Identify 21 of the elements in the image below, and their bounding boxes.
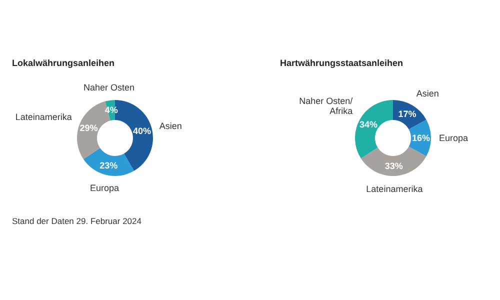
data-label: 29% (80, 123, 98, 134)
slice-label: Europa (439, 133, 468, 143)
slice-label: Lateinamerika (15, 112, 72, 122)
slice-label: Lateinamerika (366, 184, 423, 194)
text: Stand der Daten 29. Februar 2024 (12, 215, 142, 228)
data-label: 23% (100, 160, 118, 170)
data-label: 16% (412, 133, 430, 143)
slice-label: Asien (416, 88, 439, 98)
slice-label: Europa (90, 182, 120, 193)
donut-slice (355, 100, 393, 158)
slice-label: Naher Osten (83, 82, 135, 92)
slice-label: Asien (159, 121, 182, 132)
data-label: 34% (359, 120, 378, 130)
data-label: 33% (384, 160, 403, 171)
slice-label: Naher Osten/Afrika (299, 96, 354, 116)
donut-slice (83, 148, 134, 176)
chart-title: Hartwährungsstaatsanleihen (280, 58, 404, 68)
chart-title: Lokalwährungsanleihen (12, 58, 116, 68)
data-label: 40% (133, 126, 152, 136)
donut-slice (360, 146, 426, 176)
data-label: 17% (398, 108, 416, 119)
